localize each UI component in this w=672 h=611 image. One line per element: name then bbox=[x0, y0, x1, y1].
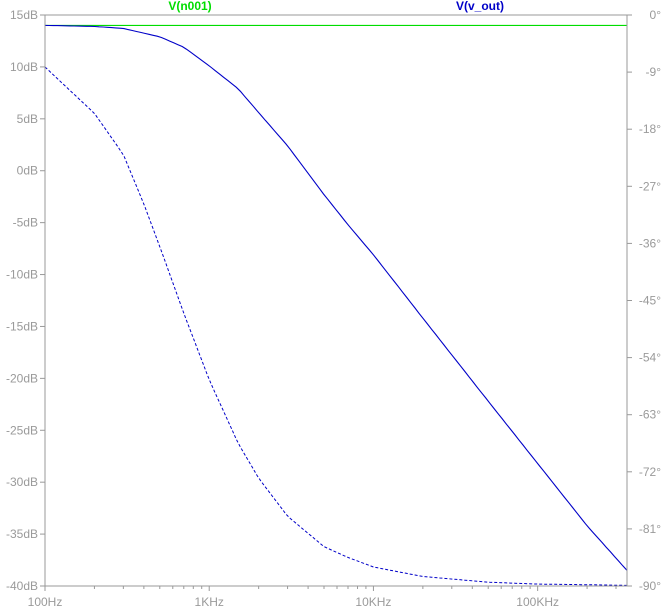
right-tick-label: -81° bbox=[639, 522, 661, 536]
right-tick-label: -72° bbox=[639, 465, 661, 479]
left-tick-label: -15dB bbox=[6, 319, 38, 333]
right-axis: 0° -9° -18° -27° -36° -45° -54° -63° -72° -81° -90… bbox=[627, 8, 661, 593]
right-tick-label: -45° bbox=[639, 294, 661, 308]
left-tick-label: 5dB bbox=[17, 112, 38, 126]
right-tick-label: -54° bbox=[639, 351, 661, 365]
right-tick-label: -9° bbox=[646, 65, 662, 79]
x-tick-label: 100Hz bbox=[28, 595, 63, 609]
left-tick-label: -5dB bbox=[13, 216, 38, 230]
left-tick-label: -35dB bbox=[6, 527, 38, 541]
right-tick-label: -36° bbox=[639, 236, 661, 250]
x-tick-label: 1KHz bbox=[195, 595, 224, 609]
left-tick-label: 0dB bbox=[17, 164, 38, 178]
legend: V(n001) V(v_out) bbox=[168, 0, 504, 13]
right-tick-label: -63° bbox=[639, 408, 661, 422]
legend-label-vn001[interactable]: V(n001) bbox=[168, 0, 211, 13]
left-tick-label: 10dB bbox=[10, 60, 38, 74]
right-tick-label: 0° bbox=[650, 8, 662, 22]
plot-frame bbox=[44, 14, 628, 587]
legend-label-vout[interactable]: V(v_out) bbox=[456, 0, 504, 13]
left-axis: 15dB 10dB 5dB 0dB -5dB -10dB -15dB -20dB -25dB -3… bbox=[6, 8, 45, 593]
series-layer bbox=[44, 14, 628, 586]
left-tick-label: -40dB bbox=[6, 579, 38, 593]
left-tick-label: -30dB bbox=[6, 475, 38, 489]
x-axis: 100Hz 1KHz 10KHz 100KHz bbox=[28, 586, 617, 609]
right-tick-label: -27° bbox=[639, 179, 661, 193]
left-tick-label: -25dB bbox=[6, 423, 38, 437]
right-tick-label: -18° bbox=[639, 122, 661, 136]
x-tick-label: 10KHz bbox=[355, 595, 391, 609]
left-tick-label: 15dB bbox=[10, 8, 38, 22]
left-tick-label: -10dB bbox=[6, 268, 38, 282]
phase-line-v-v-out bbox=[44, 66, 628, 586]
left-tick-label: -20dB bbox=[6, 371, 38, 385]
right-tick-label: -90° bbox=[639, 579, 661, 593]
x-tick-label: 100KHz bbox=[516, 595, 559, 609]
magnitude-line-v-v-out bbox=[44, 24, 628, 571]
